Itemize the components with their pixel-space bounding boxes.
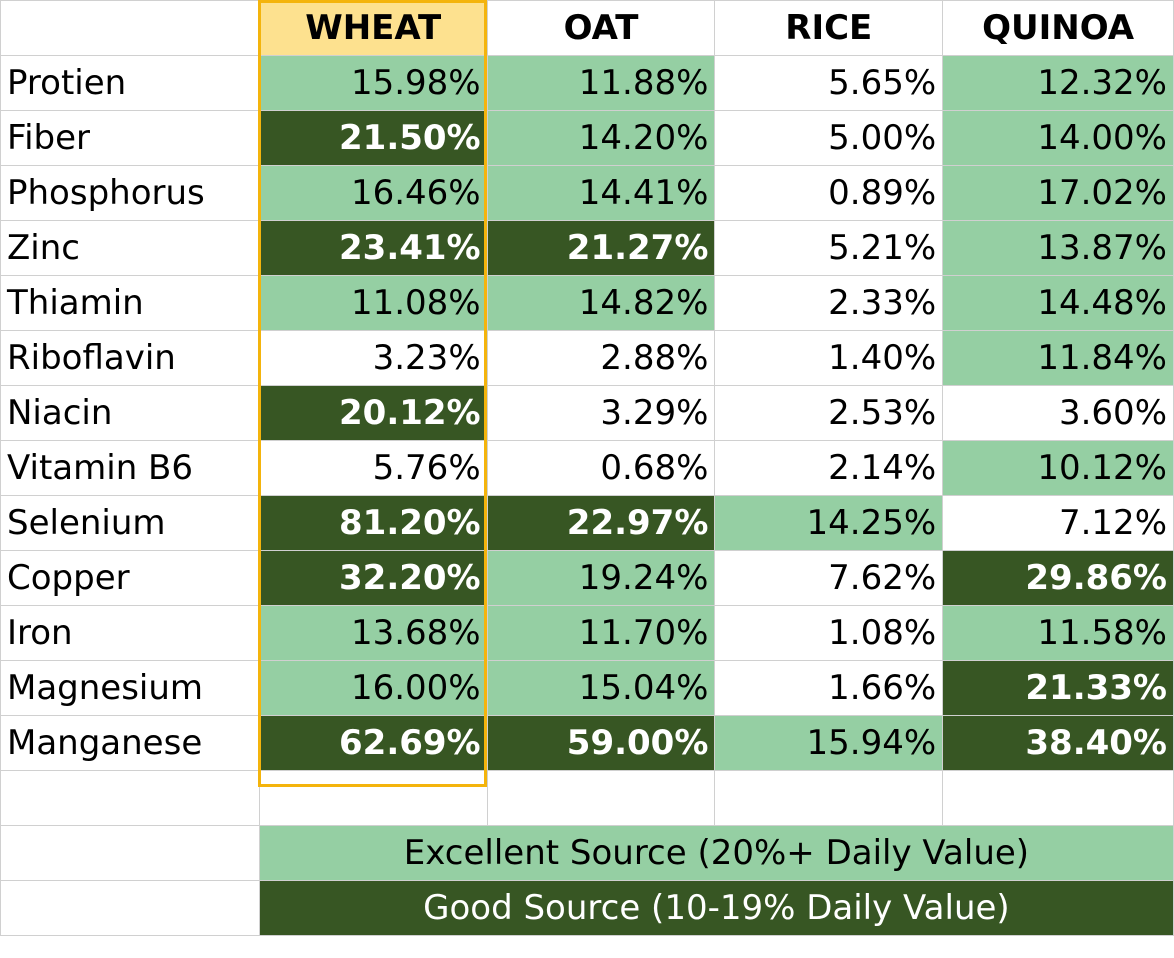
value-cell-wheat[interactable]: 13.68% xyxy=(258,605,488,661)
header-row: WHEAT OAT RICE QUINOA xyxy=(0,0,1174,56)
nutrient-row: Thiamin 11.08% 14.82% 2.33% 14.48% xyxy=(0,275,1174,331)
value-cell-rice[interactable]: 2.33% xyxy=(714,275,944,331)
value-cell-wheat[interactable]: 15.98% xyxy=(258,55,488,111)
legend-good[interactable]: Good Source (10-19% Daily Value) xyxy=(258,880,1174,936)
empty-cell[interactable] xyxy=(0,825,260,881)
nutrient-label[interactable]: Fiber xyxy=(0,110,260,166)
value-cell-wheat[interactable]: 21.50% xyxy=(258,110,488,166)
empty-cell[interactable] xyxy=(942,770,1174,826)
nutrient-row: Zinc 23.41% 21.27% 5.21% 13.87% xyxy=(0,220,1174,276)
nutrition-spreadsheet: WHEAT OAT RICE QUINOA Protien 15.98% 11.88… xyxy=(0,0,1174,936)
nutrient-label[interactable]: Copper xyxy=(0,550,260,606)
value-cell-oat[interactable]: 3.29% xyxy=(486,385,716,441)
nutrient-label[interactable]: Zinc xyxy=(0,220,260,276)
nutrient-row: Protien 15.98% 11.88% 5.65% 12.32% xyxy=(0,55,1174,111)
value-cell-quinoa[interactable]: 17.02% xyxy=(942,165,1174,221)
value-cell-oat[interactable]: 11.88% xyxy=(486,55,716,111)
value-cell-wheat[interactable]: 16.00% xyxy=(258,660,488,716)
nutrient-label[interactable]: Niacin xyxy=(0,385,260,441)
nutrient-label[interactable]: Thiamin xyxy=(0,275,260,331)
value-cell-rice[interactable]: 7.62% xyxy=(714,550,944,606)
value-cell-oat[interactable]: 19.24% xyxy=(486,550,716,606)
nutrient-row: Niacin 20.12% 3.29% 2.53% 3.60% xyxy=(0,385,1174,441)
value-cell-rice[interactable]: 1.08% xyxy=(714,605,944,661)
column-header-quinoa[interactable]: QUINOA xyxy=(942,0,1174,56)
nutrient-row: Magnesium 16.00% 15.04% 1.66% 21.33% xyxy=(0,660,1174,716)
value-cell-wheat[interactable]: 20.12% xyxy=(258,385,488,441)
value-cell-wheat[interactable]: 62.69% xyxy=(258,715,488,771)
value-cell-oat[interactable]: 14.82% xyxy=(486,275,716,331)
nutrient-label[interactable]: Manganese xyxy=(0,715,260,771)
value-cell-quinoa[interactable]: 10.12% xyxy=(942,440,1174,496)
column-header-wheat[interactable]: WHEAT xyxy=(258,0,488,56)
value-cell-wheat[interactable]: 16.46% xyxy=(258,165,488,221)
value-cell-quinoa[interactable]: 38.40% xyxy=(942,715,1174,771)
value-cell-quinoa[interactable]: 11.84% xyxy=(942,330,1174,386)
value-cell-rice[interactable]: 2.53% xyxy=(714,385,944,441)
value-cell-oat[interactable]: 59.00% xyxy=(486,715,716,771)
legend-row: Good Source (10-19% Daily Value) xyxy=(0,880,1174,936)
value-cell-rice[interactable]: 15.94% xyxy=(714,715,944,771)
nutrient-row: Iron 13.68% 11.70% 1.08% 11.58% xyxy=(0,605,1174,661)
value-cell-wheat[interactable]: 3.23% xyxy=(258,330,488,386)
nutrient-row: Copper 32.20% 19.24% 7.62% 29.86% xyxy=(0,550,1174,606)
corner-cell[interactable] xyxy=(0,0,260,56)
legend-excellent[interactable]: Excellent Source (20%+ Daily Value) xyxy=(258,825,1174,881)
nutrient-label[interactable]: Magnesium xyxy=(0,660,260,716)
value-cell-rice[interactable]: 5.00% xyxy=(714,110,944,166)
empty-cell[interactable] xyxy=(714,770,944,826)
value-cell-rice[interactable]: 0.89% xyxy=(714,165,944,221)
value-cell-quinoa[interactable]: 14.00% xyxy=(942,110,1174,166)
value-cell-wheat[interactable]: 23.41% xyxy=(258,220,488,276)
value-cell-quinoa[interactable]: 11.58% xyxy=(942,605,1174,661)
value-cell-quinoa[interactable]: 14.48% xyxy=(942,275,1174,331)
nutrient-row: Phosphorus 16.46% 14.41% 0.89% 17.02% xyxy=(0,165,1174,221)
value-cell-quinoa[interactable]: 7.12% xyxy=(942,495,1174,551)
column-header-rice[interactable]: RICE xyxy=(714,0,944,56)
value-cell-quinoa[interactable]: 21.33% xyxy=(942,660,1174,716)
value-cell-rice[interactable]: 5.21% xyxy=(714,220,944,276)
value-cell-oat[interactable]: 14.41% xyxy=(486,165,716,221)
value-cell-oat[interactable]: 22.97% xyxy=(486,495,716,551)
empty-cell[interactable] xyxy=(486,770,716,826)
empty-row xyxy=(0,770,1174,826)
value-cell-oat[interactable]: 2.88% xyxy=(486,330,716,386)
nutrient-label[interactable]: Selenium xyxy=(0,495,260,551)
column-header-oat[interactable]: OAT xyxy=(486,0,716,56)
value-cell-oat[interactable]: 15.04% xyxy=(486,660,716,716)
legend-row: Excellent Source (20%+ Daily Value) xyxy=(0,825,1174,881)
value-cell-wheat[interactable]: 11.08% xyxy=(258,275,488,331)
nutrient-row: Fiber 21.50% 14.20% 5.00% 14.00% xyxy=(0,110,1174,166)
nutrient-row: Selenium 81.20% 22.97% 14.25% 7.12% xyxy=(0,495,1174,551)
value-cell-rice[interactable]: 2.14% xyxy=(714,440,944,496)
empty-cell[interactable] xyxy=(0,880,260,936)
sheet-body: WHEAT OAT RICE QUINOA Protien 15.98% 11.88… xyxy=(0,0,1174,936)
nutrient-label[interactable]: Phosphorus xyxy=(0,165,260,221)
nutrient-row: Vitamin B6 5.76% 0.68% 2.14% 10.12% xyxy=(0,440,1174,496)
value-cell-quinoa[interactable]: 13.87% xyxy=(942,220,1174,276)
value-cell-oat[interactable]: 0.68% xyxy=(486,440,716,496)
value-cell-quinoa[interactable]: 3.60% xyxy=(942,385,1174,441)
value-cell-quinoa[interactable]: 12.32% xyxy=(942,55,1174,111)
value-cell-rice[interactable]: 14.25% xyxy=(714,495,944,551)
nutrient-row: Riboflavin 3.23% 2.88% 1.40% 11.84% xyxy=(0,330,1174,386)
nutrient-row: Manganese 62.69% 59.00% 15.94% 38.40% xyxy=(0,715,1174,771)
value-cell-rice[interactable]: 1.66% xyxy=(714,660,944,716)
nutrient-label[interactable]: Iron xyxy=(0,605,260,661)
value-cell-oat[interactable]: 11.70% xyxy=(486,605,716,661)
value-cell-wheat[interactable]: 5.76% xyxy=(258,440,488,496)
nutrient-label[interactable]: Vitamin B6 xyxy=(0,440,260,496)
empty-cell[interactable] xyxy=(258,770,488,826)
nutrient-label[interactable]: Protien xyxy=(0,55,260,111)
empty-cell[interactable] xyxy=(0,770,260,826)
value-cell-oat[interactable]: 21.27% xyxy=(486,220,716,276)
value-cell-rice[interactable]: 5.65% xyxy=(714,55,944,111)
value-cell-rice[interactable]: 1.40% xyxy=(714,330,944,386)
value-cell-wheat[interactable]: 81.20% xyxy=(258,495,488,551)
value-cell-quinoa[interactable]: 29.86% xyxy=(942,550,1174,606)
value-cell-oat[interactable]: 14.20% xyxy=(486,110,716,166)
nutrient-label[interactable]: Riboflavin xyxy=(0,330,260,386)
value-cell-wheat[interactable]: 32.20% xyxy=(258,550,488,606)
